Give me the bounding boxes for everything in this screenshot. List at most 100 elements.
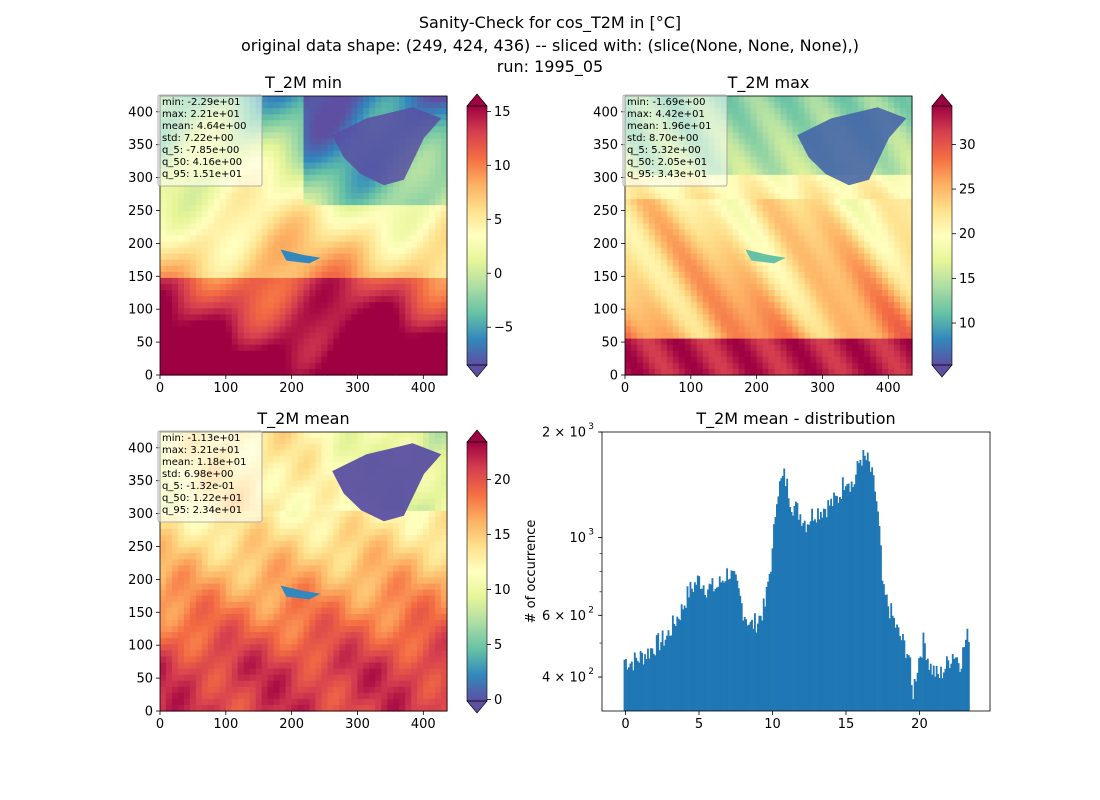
heatmap-cell (273, 462, 281, 469)
heatmap-cell (423, 138, 430, 146)
heatmap-cell (780, 114, 788, 121)
heatmap-cell (888, 235, 895, 243)
heatmap-cell (369, 320, 376, 328)
heatmap-cell (900, 138, 907, 146)
heatmap-cell (684, 350, 692, 358)
heatmap-cell (816, 290, 823, 297)
heatmap-cell (303, 193, 311, 200)
heatmap-cell (243, 235, 251, 243)
heatmap-cell (321, 205, 329, 212)
heatmap-cell (672, 314, 680, 322)
heatmap-cell (285, 474, 293, 482)
heatmap-cell (423, 132, 430, 140)
heatmap-cell (363, 108, 370, 115)
heatmap-cell (225, 199, 233, 206)
heatmap-cell (648, 271, 656, 279)
heatmap-cell (786, 235, 794, 243)
heatmap-cell (738, 271, 746, 279)
heatmap-cell (834, 277, 841, 285)
heatmap-cell (399, 223, 406, 231)
heatmap-cell (822, 108, 829, 115)
heatmap-cell (625, 284, 632, 291)
heatmap-cell (279, 156, 287, 164)
heatmap-cell (303, 223, 311, 231)
heatmap-cell (846, 211, 853, 218)
heatmap-cell (315, 450, 323, 457)
heatmap-cell (315, 168, 323, 176)
heatmap-cell (273, 284, 281, 291)
heatmap-cell (309, 102, 317, 109)
heatmap-cell (708, 302, 716, 309)
heatmap-cell (195, 308, 203, 315)
heatmap-cell (660, 193, 668, 200)
heatmap-cell (762, 174, 770, 182)
heatmap-cell (393, 362, 400, 370)
heatmap-cell (690, 211, 698, 218)
heatmap-cell (309, 108, 317, 115)
heatmap-cell (339, 253, 346, 261)
heatmap-cell (369, 211, 376, 218)
heatmap-cell (177, 235, 185, 243)
heatmap-cell (279, 265, 287, 273)
heatmap-cell (369, 326, 376, 334)
heatmap-cell (321, 259, 329, 267)
heatmap-cell (315, 486, 323, 494)
heatmap-cell (666, 247, 674, 255)
heatmap-cell (810, 229, 817, 237)
heatmap-cell (642, 368, 650, 376)
heatmap-cell (177, 302, 185, 309)
heatmap-cell (273, 132, 281, 140)
heatmap-cell (291, 186, 299, 194)
heatmap-cell (333, 247, 340, 255)
heatmap-cell (822, 217, 829, 224)
heatmap-cell (762, 284, 770, 291)
heatmap-cell (798, 199, 805, 206)
heatmap-cell (720, 186, 728, 194)
heatmap-cell (750, 168, 758, 176)
heatmap-cell (297, 229, 305, 237)
heatmap-cell (309, 138, 317, 146)
heatmap-cell (357, 253, 364, 261)
heatmap-cell (756, 320, 764, 328)
heatmap-cell (321, 120, 329, 127)
heatmap-cell (798, 96, 805, 103)
heatmap-cell (405, 235, 412, 243)
heatmap-cell (375, 308, 382, 315)
heatmap-cell (363, 199, 370, 206)
heatmap-cell (672, 332, 680, 340)
heatmap-cell (625, 362, 632, 370)
heatmap-cell (237, 217, 245, 224)
heatmap-cell (165, 302, 173, 309)
heatmap-cell (213, 211, 221, 218)
heatmap-cell (183, 338, 191, 346)
heatmap-cell (654, 284, 662, 291)
heatmap-cell (852, 217, 859, 224)
heatmap-cell (822, 338, 829, 346)
heatmap-cell (303, 350, 311, 358)
heatmap-cell (411, 193, 418, 200)
heatmap-cell (309, 332, 317, 340)
heatmap-cell (636, 205, 644, 212)
heatmap-cell (630, 205, 638, 212)
heatmap-cell (435, 193, 442, 200)
heatmap-cell (714, 247, 722, 255)
heatmap-cell (291, 235, 299, 243)
heatmap-cell (738, 156, 746, 164)
heatmap-cell (690, 296, 698, 303)
heatmap-cell (441, 290, 448, 297)
heatmap-cell (303, 474, 311, 482)
heatmap-cell (267, 168, 275, 176)
heatmap-cell (333, 174, 340, 182)
heatmap-cell (237, 314, 245, 322)
heatmap-cell (267, 132, 275, 140)
heatmap-cell (900, 96, 907, 103)
heatmap-cell (870, 290, 877, 297)
heatmap-cell (279, 362, 287, 370)
heatmap-cell (762, 332, 770, 340)
heatmap-cell (654, 259, 662, 267)
heatmap-cell (273, 180, 281, 188)
heatmap-cell (648, 193, 656, 200)
heatmap-cell (840, 108, 847, 115)
heatmap-cell (762, 211, 770, 218)
heatmap-cell (333, 144, 340, 152)
